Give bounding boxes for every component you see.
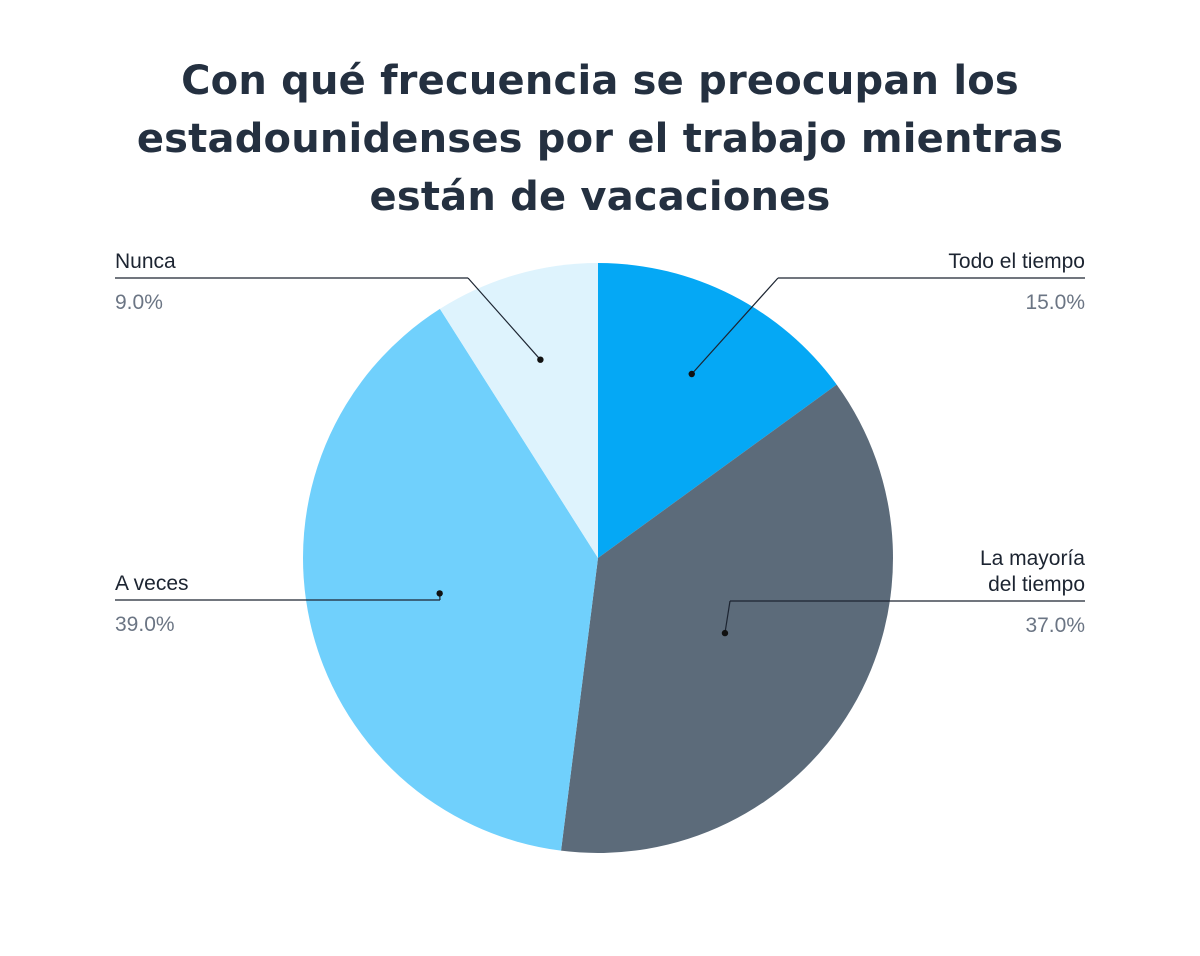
slice-percentage: 37.0% <box>1025 614 1085 637</box>
leader-dot <box>537 356 544 363</box>
pie-slice <box>598 263 837 558</box>
slice-label-group: Todo el tiempo 15.0% <box>688 250 1085 378</box>
leader-dot <box>721 629 729 637</box>
leader-connector <box>691 277 779 375</box>
slice-label-group: A veces 39.0% <box>115 572 443 636</box>
slice-label-group: Nunca 9.0% <box>115 250 544 363</box>
leader-dot <box>436 590 443 597</box>
slice-percentage: 9.0% <box>115 291 163 314</box>
slice-label: Todo el tiempo <box>948 250 1085 273</box>
slice-label: Nunca <box>115 250 176 273</box>
pie-slice <box>302 308 598 851</box>
slice-percentage: 39.0% <box>115 613 175 636</box>
leader-connector <box>724 600 731 634</box>
leader-connector <box>467 277 541 361</box>
pie-slice <box>439 263 598 558</box>
slice-label-group: La mayoría del tiempo 37.0% <box>721 547 1085 637</box>
slice-label: La mayoría <box>980 547 1085 570</box>
slice-label: A veces <box>115 572 189 595</box>
leader-dot <box>688 370 695 378</box>
chart-title: Con qué frecuencia se preocupan los esta… <box>100 52 1100 226</box>
slice-label: del tiempo <box>988 573 1085 596</box>
chart-title-line-2: estadounidenses por el trabajo mientras <box>136 116 1064 162</box>
chart-title-line-1: Con qué frecuencia se preocupan los <box>181 58 1019 104</box>
slice-percentage: 15.0% <box>1025 291 1085 314</box>
chart-title-line-3: están de vacaciones <box>369 174 831 220</box>
